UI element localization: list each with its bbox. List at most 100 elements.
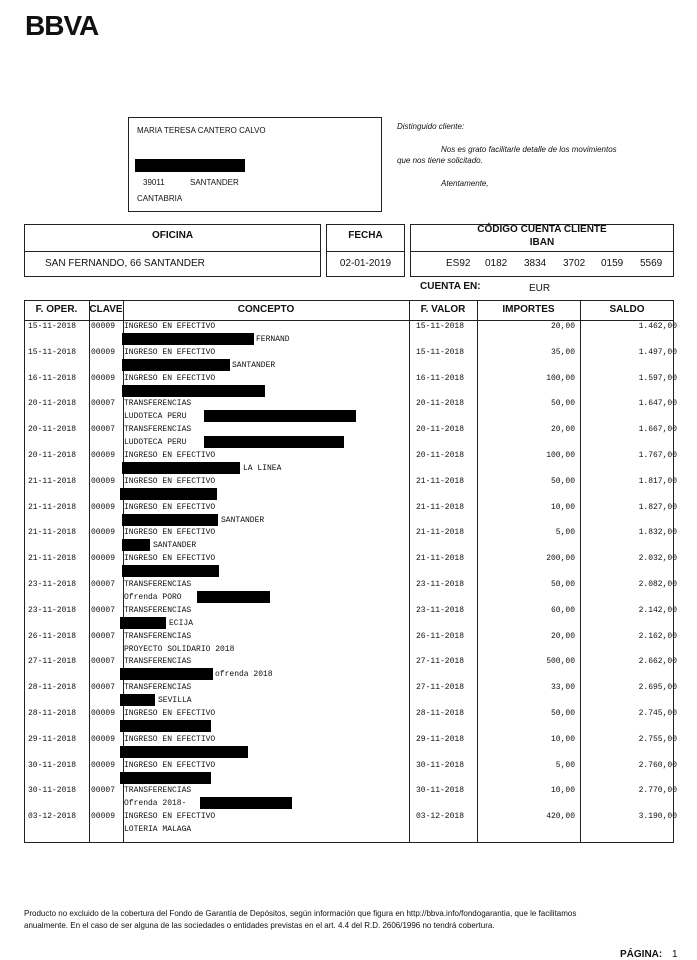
f-valor: 30-11-2018 <box>416 760 465 770</box>
clave: 00007 <box>91 399 116 409</box>
f-oper: 23-11-2018 <box>28 605 77 615</box>
f-oper: 30-11-2018 <box>28 760 77 770</box>
concepto: SANTANDER <box>232 360 276 370</box>
clave: 00007 <box>91 580 116 589</box>
f-oper: 03-12-2018 <box>28 812 77 822</box>
letter-text: Nos es grato facilitarle detalle de los … <box>441 145 617 154</box>
concepto: TRANSFERENCIAS <box>124 605 192 615</box>
redaction <box>200 797 292 810</box>
importe: 60,00 <box>550 605 575 615</box>
saldo: 2.745,00 <box>638 709 677 718</box>
concepto: INGRESO EN EFECTIVO <box>124 760 216 770</box>
clave: 00009 <box>91 709 116 718</box>
iban-part: 5569 <box>640 258 663 269</box>
clave: 00007 <box>91 683 116 693</box>
clave: 00009 <box>91 554 116 564</box>
concepto: SANTANDER <box>221 515 265 525</box>
importe: 500,00 <box>546 657 575 667</box>
concepto: INGRESO EN EFECTIVO <box>124 476 216 486</box>
saldo: 2.760,00 <box>638 760 677 770</box>
f-oper: 27-11-2018 <box>28 657 77 667</box>
f-valor: 21-11-2018 <box>416 554 465 564</box>
clave: 00007 <box>91 631 116 641</box>
clave: 00009 <box>91 760 116 770</box>
saldo: 1.462,00 <box>638 322 677 331</box>
f-oper: 26-11-2018 <box>28 631 77 641</box>
column-header: SALDO <box>609 304 645 315</box>
column-line <box>477 300 478 843</box>
f-oper: 29-11-2018 <box>28 734 77 744</box>
concepto: LOTERIA MALAGA <box>124 825 192 835</box>
concepto: TRANSFERENCIAS <box>124 399 192 409</box>
clave: 00007 <box>91 425 116 435</box>
redaction <box>120 771 211 784</box>
saldo: 2.755,00 <box>638 734 677 744</box>
f-valor: 15-11-2018 <box>416 322 465 331</box>
f-oper: 21-11-2018 <box>28 528 77 538</box>
concepto: LUDOTECA PERU <box>124 438 187 448</box>
f-valor: 27-11-2018 <box>416 683 465 693</box>
column-line <box>409 300 410 843</box>
concepto: INGRESO EN EFECTIVO <box>124 528 216 538</box>
importe: 20,00 <box>550 425 575 435</box>
concepto: INGRESO EN EFECTIVO <box>124 322 216 331</box>
f-oper: 20-11-2018 <box>28 399 77 409</box>
concepto: LA LINEA <box>243 464 282 473</box>
table <box>24 300 674 843</box>
importe: 35,00 <box>550 347 575 357</box>
f-oper: 20-11-2018 <box>28 451 77 460</box>
f-valor: 21-11-2018 <box>416 502 465 512</box>
f-valor: 15-11-2018 <box>416 347 465 357</box>
concepto: INGRESO EN EFECTIVO <box>124 347 216 357</box>
f-valor: 28-11-2018 <box>416 709 465 718</box>
oficina-box <box>24 224 321 277</box>
column-line <box>580 300 581 843</box>
address-box <box>128 117 382 212</box>
letter-text: que nos tiene solicitado. <box>397 156 483 165</box>
codigo-box <box>410 224 674 277</box>
f-oper: 28-11-2018 <box>28 683 77 693</box>
saldo: 2.695,00 <box>638 683 677 693</box>
f-valor: 30-11-2018 <box>416 786 465 796</box>
f-oper: 21-11-2018 <box>28 502 77 512</box>
redaction <box>120 745 248 758</box>
redaction <box>120 487 217 500</box>
clave: 00007 <box>91 605 116 615</box>
concepto: INGRESO EN EFECTIVO <box>124 812 216 822</box>
importe: 10,00 <box>550 734 575 744</box>
column-header: F. OPER. <box>35 304 78 315</box>
concepto: Ofrenda 2018- <box>124 799 187 809</box>
addr-name: MARIA TERESA CANTERO CALVO <box>137 126 266 135</box>
column-header: CLAVE <box>89 304 123 315</box>
label: CUENTA EN: <box>420 281 481 292</box>
iban-part: ES92 <box>446 258 471 269</box>
concepto: TRANSFERENCIAS <box>124 657 192 667</box>
importe: 20,00 <box>550 322 575 331</box>
concepto: LUDOTECA PERU <box>124 412 187 422</box>
addr-city: SANTANDER <box>190 178 239 187</box>
logo: BBVA <box>25 10 99 41</box>
saldo: 2.162,00 <box>638 631 677 641</box>
redaction <box>122 462 240 474</box>
f-valor: 16-11-2018 <box>416 373 465 383</box>
f-oper: 21-11-2018 <box>28 476 77 486</box>
letter-text: Distinguido cliente: <box>397 122 465 131</box>
saldo: 1.767,00 <box>638 451 677 460</box>
redaction <box>197 591 270 603</box>
clave: 00009 <box>91 347 116 357</box>
f-oper: 23-11-2018 <box>28 580 77 589</box>
f-oper: 20-11-2018 <box>28 425 77 435</box>
clave: 00009 <box>91 812 116 822</box>
clave: 00009 <box>91 476 116 486</box>
importe: 100,00 <box>546 451 575 460</box>
importe: 20,00 <box>550 631 575 641</box>
clave: 00007 <box>91 657 116 667</box>
concepto: INGRESO EN EFECTIVO <box>124 451 216 460</box>
currency: EUR <box>529 283 551 294</box>
clave: 00009 <box>91 451 116 460</box>
saldo: 1.832,00 <box>638 528 677 538</box>
importe: 200,00 <box>546 554 575 564</box>
clave: 00009 <box>91 502 116 512</box>
concepto: SEVILLA <box>158 696 192 706</box>
